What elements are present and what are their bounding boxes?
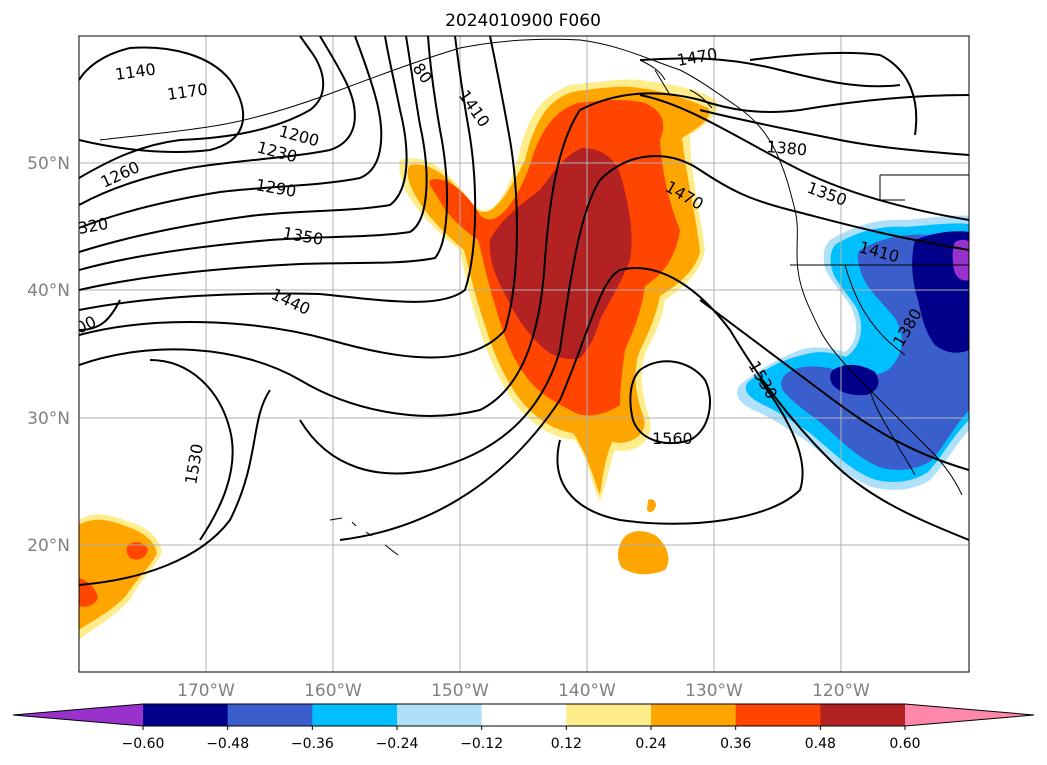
lon-label: 130°W: [685, 681, 743, 701]
colorbar-segment: [481, 704, 567, 726]
lon-label: 150°W: [431, 681, 489, 701]
lat-label: 30°N: [27, 409, 70, 429]
contour-label: 00: [73, 312, 99, 338]
colorbar-segment: [143, 704, 229, 726]
colorbar-tick-label: 0.12: [551, 736, 582, 752]
latitude-labels: 50°N 40°N 30°N 20°N: [27, 154, 70, 556]
colorbar-tick-label: −0.48: [206, 736, 249, 752]
colorbar-tick-label: 0.60: [889, 736, 920, 752]
colorbar-tick-label: 0.36: [720, 736, 751, 752]
colorbar-tick-label: −0.36: [291, 736, 334, 752]
lon-label: 160°W: [304, 681, 362, 701]
colorbar-extend-high: [905, 704, 1034, 726]
lon-label: 170°W: [177, 681, 235, 701]
colorbar-tick-label: 0.48: [805, 736, 836, 752]
map-plot-area: 1140 1170 1200 1230 1260 1290 320 1350 1…: [73, 36, 969, 672]
coastlines: [99, 38, 969, 556]
lat-label: 50°N: [27, 154, 70, 174]
colorbar-segment: [312, 704, 398, 726]
colorbar-tick-label: −0.12: [460, 736, 503, 752]
colorbar-segment: [820, 704, 906, 726]
colorbar-segment: [651, 704, 737, 726]
contour-label: 1380: [766, 137, 808, 159]
figure-title: 2024010900 F060: [445, 11, 601, 31]
colorbar-segment: [566, 704, 652, 726]
colorbar-extend-low: [13, 704, 143, 726]
lon-label: 140°W: [558, 681, 616, 701]
colorbar-segment: [397, 704, 483, 726]
colorbar-segment: [227, 704, 313, 726]
colorbar-segment: [735, 704, 821, 726]
colorbar-tick-label: 0.24: [635, 736, 666, 752]
map-frame: [78, 35, 970, 673]
colorbar-tick-label: −0.24: [376, 736, 419, 752]
colorbar: −0.60 −0.48 −0.36 −0.24 −0.12 0.12 0.24 0.36 0.4…: [12, 703, 1035, 752]
lat-label: 40°N: [27, 281, 70, 301]
lat-label: 20°N: [27, 536, 70, 556]
lon-label: 120°W: [812, 681, 870, 701]
longitude-labels: 170°W 160°W 150°W 140°W 130°W 120°W: [177, 681, 870, 701]
height-contours: [79, 36, 969, 586]
colorbar-tick-label: −0.60: [122, 736, 165, 752]
negative-anomaly-shading: [736, 215, 969, 490]
contour-label: 1560: [652, 429, 693, 448]
